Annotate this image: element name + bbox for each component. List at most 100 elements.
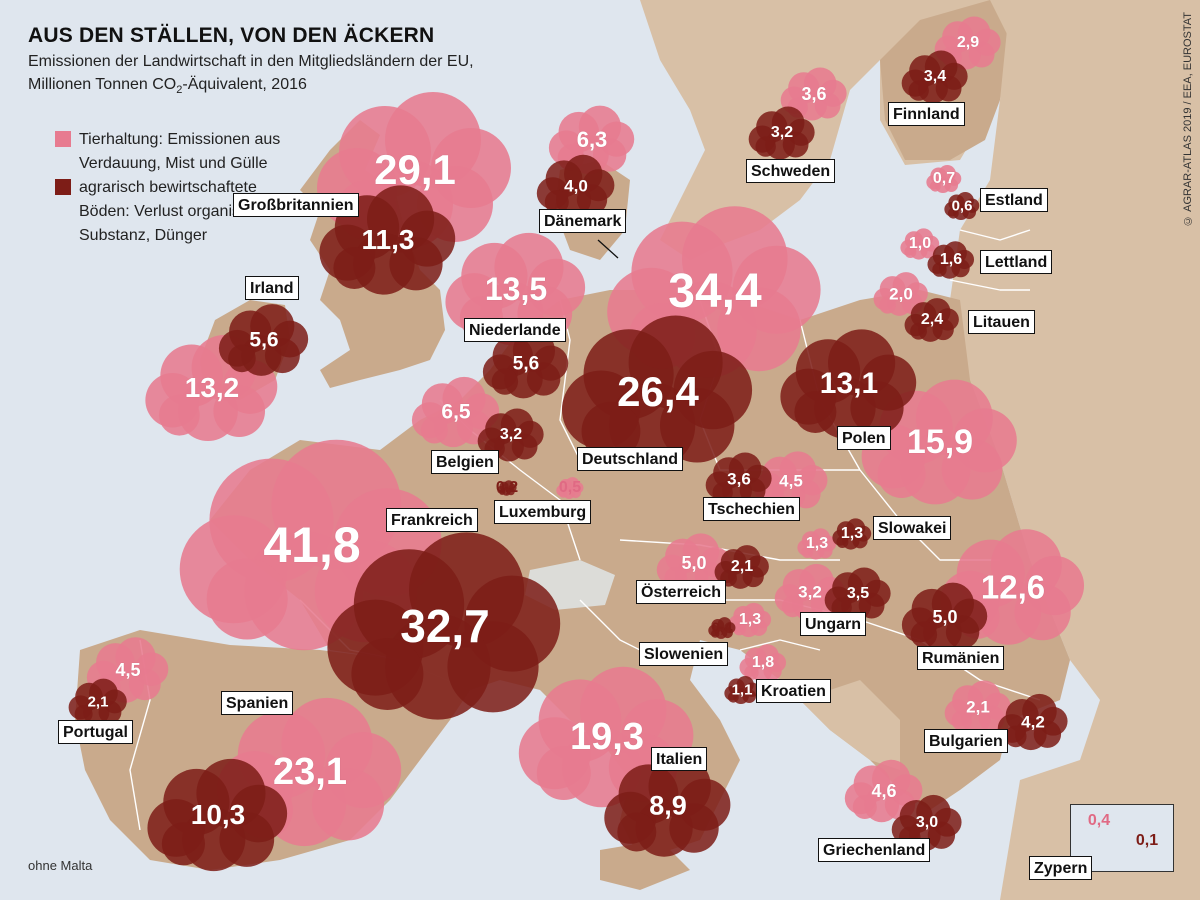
subtitle-line-2-sub: 2 <box>176 84 183 97</box>
finnland-boeden-cloud <box>901 50 968 104</box>
lettland-tierhaltung-cloud <box>900 228 940 260</box>
litauen-boeden-cloud <box>904 298 959 342</box>
daenemark-tierhaltung-value: 6,3 <box>576 127 608 152</box>
irland-tierhaltung-cloud-puff <box>158 394 200 436</box>
kroatien-tierhaltung-cloud-puff <box>744 665 759 680</box>
griechenland-tierhaltung-value: 4,6 <box>871 781 897 801</box>
bulgarien-label: Bulgarien <box>924 729 1008 753</box>
litauen-tierhaltung-value: 2,0 <box>889 284 913 304</box>
estland-tierhaltung-cloud <box>926 164 962 194</box>
bulgarien-tierhaltung-cloud-puff <box>951 710 972 731</box>
daenemark-boeden-cloud <box>536 154 615 218</box>
frankreich-tierhaltung-value: 41,8 <box>263 517 361 573</box>
source-text: © AGRAR-ATLAS 2019 / EEA, EUROSTAT <box>1182 12 1194 227</box>
lettland-tierhaltung-value: 1,0 <box>908 235 932 252</box>
kroatien-label: Kroatien <box>756 679 831 703</box>
italien-boeden-cloud <box>604 755 731 857</box>
estland-label: Estland <box>980 188 1048 212</box>
slowenien-boeden-value: 0,4 <box>711 619 733 637</box>
grossbritannien-label: Großbritannien <box>233 193 359 217</box>
ungarn-tierhaltung-value: 3,2 <box>798 582 822 602</box>
slowakei-tierhaltung-cloud <box>797 528 837 560</box>
ungarn-tierhaltung-cloud-puff <box>781 595 804 618</box>
legend-item-boeden: agrarisch bewirtschaftete Böden: Verlust… <box>55 176 285 248</box>
portugal-label: Portugal <box>58 720 133 744</box>
grossbritannien-tierhaltung-value: 29,1 <box>374 146 456 193</box>
rumaenien-tierhaltung-value: 12,6 <box>980 568 1046 606</box>
oesterreich-label: Österreich <box>636 580 727 604</box>
luxemburg-boeden-cloud <box>497 480 517 496</box>
daenemark-label: Dänemark <box>539 209 627 233</box>
ungarn-label: Ungarn <box>800 612 866 636</box>
portugal-boeden-cloud-puff <box>74 705 93 723</box>
legend-label-boeden: agrarisch bewirtschaftete Böden: Verlust… <box>79 179 272 244</box>
deutschland-tierhaltung-value: 34,4 <box>668 265 762 318</box>
kroatien-boeden-cloud-puff <box>727 691 739 703</box>
subtitle-line-1: Emissionen der Landwirtschaft in den Mit… <box>28 53 474 70</box>
spanien-tierhaltung-cloud <box>216 697 402 847</box>
page-subtitle: Emissionen der Landwirtschaft in den Mit… <box>28 50 474 102</box>
source-credit: © AGRAR-ATLAS 2019 / EEA, EUROSTAT <box>1176 12 1194 226</box>
italien-boeden-cloud-puff <box>617 812 657 852</box>
irland-label: Irland <box>245 276 299 300</box>
belgien-tierhaltung-cloud-puff <box>420 416 448 444</box>
griechenland-tierhaltung-cloud <box>844 759 923 823</box>
slowakei-label: Slowakei <box>873 516 952 540</box>
deutschland-boeden-cloud <box>561 315 753 469</box>
border-line-10 <box>949 279 1030 291</box>
spanien-boeden-value: 10,3 <box>190 799 246 830</box>
slowenien-tierhaltung-cloud <box>728 602 772 638</box>
litauen-tierhaltung-cloud-puff <box>879 296 896 314</box>
polen-boeden-value: 13,1 <box>819 367 879 400</box>
header: AUS DEN STÄLLEN, VON DEN ÄCKERN Emission… <box>28 24 474 102</box>
subtitle-line-2-post: -Äquivalent, 2016 <box>182 76 307 93</box>
luxemburg-tierhaltung-cloud-puff <box>559 489 568 498</box>
tschechien-label: Tschechien <box>703 497 800 521</box>
estland-tierhaltung-value: 0,7 <box>932 170 956 187</box>
irland-boeden-cloud <box>218 304 309 376</box>
bulgarien-boeden-cloud-puff <box>1004 725 1027 748</box>
lettland-boeden-cloud-puff <box>932 262 947 277</box>
deutschland-boeden-cloud-puff <box>581 401 641 461</box>
niederlande-label: Niederlande <box>464 318 566 342</box>
italien-boeden-value: 8,9 <box>649 790 687 821</box>
tschechien-tierhaltung-value: 4,5 <box>779 471 803 491</box>
legend-label-tierhaltung: Tierhaltung: Emissionen aus Verdauung, M… <box>79 131 281 172</box>
kroatien-boeden-value: 1,1 <box>731 681 753 699</box>
finnland-tierhaltung-cloud <box>934 16 1001 70</box>
schweden-boeden-value: 3,2 <box>770 124 794 141</box>
grossbritannien-boeden-value: 11,3 <box>361 224 415 255</box>
schweden-tierhaltung-value: 3,6 <box>801 84 827 104</box>
frankreich-label: Frankreich <box>386 508 478 532</box>
slowenien-boeden-cloud-puff <box>711 629 720 638</box>
spanien-tierhaltung-value: 23,1 <box>273 751 347 793</box>
litauen-boeden-cloud-puff <box>910 322 927 340</box>
niederlande-boeden-value: 5,6 <box>512 353 540 375</box>
frankreich-boeden-value: 32,7 <box>400 600 490 652</box>
rumaenien-label: Rumänien <box>917 646 1005 670</box>
ungarn-boeden-value: 3,5 <box>846 585 870 602</box>
polen-tierhaltung-cloud-puff <box>877 450 926 498</box>
page-title: AUS DEN STÄLLEN, VON DEN ÄCKERN <box>28 24 435 47</box>
deutschland-boeden-value: 26,4 <box>617 368 699 415</box>
daenemark-boeden-cloud-puff <box>544 190 569 214</box>
polen-boeden-cloud-puff <box>794 391 837 433</box>
spanien-boeden-cloud <box>147 758 288 872</box>
rumaenien-boeden-cloud <box>901 582 988 652</box>
luxemburg-label: Luxemburg <box>494 500 592 524</box>
slowakei-tierhaltung-cloud-puff <box>801 546 814 558</box>
schweden-boeden-cloud-puff <box>755 136 776 157</box>
frankreich-tierhaltung-cloud-puff <box>206 558 288 640</box>
legend: Tierhaltung: Emissionen aus Verdauung, M… <box>55 128 285 248</box>
lettland-boeden-value: 1,6 <box>939 251 963 268</box>
frankreich-boeden-cloud <box>327 532 561 720</box>
spanien-label: Spanien <box>221 691 294 715</box>
frankreich-boeden-cloud-puff <box>351 638 424 710</box>
schweden-boeden-cloud <box>748 106 815 160</box>
portugal-tierhaltung-value: 4,5 <box>115 660 141 680</box>
slowenien-label: Slowenien <box>639 642 729 666</box>
belgien-boeden-cloud <box>477 408 544 462</box>
tschechien-boeden-cloud <box>705 452 772 506</box>
luxemburg-boeden-cloud-puff <box>499 489 506 495</box>
